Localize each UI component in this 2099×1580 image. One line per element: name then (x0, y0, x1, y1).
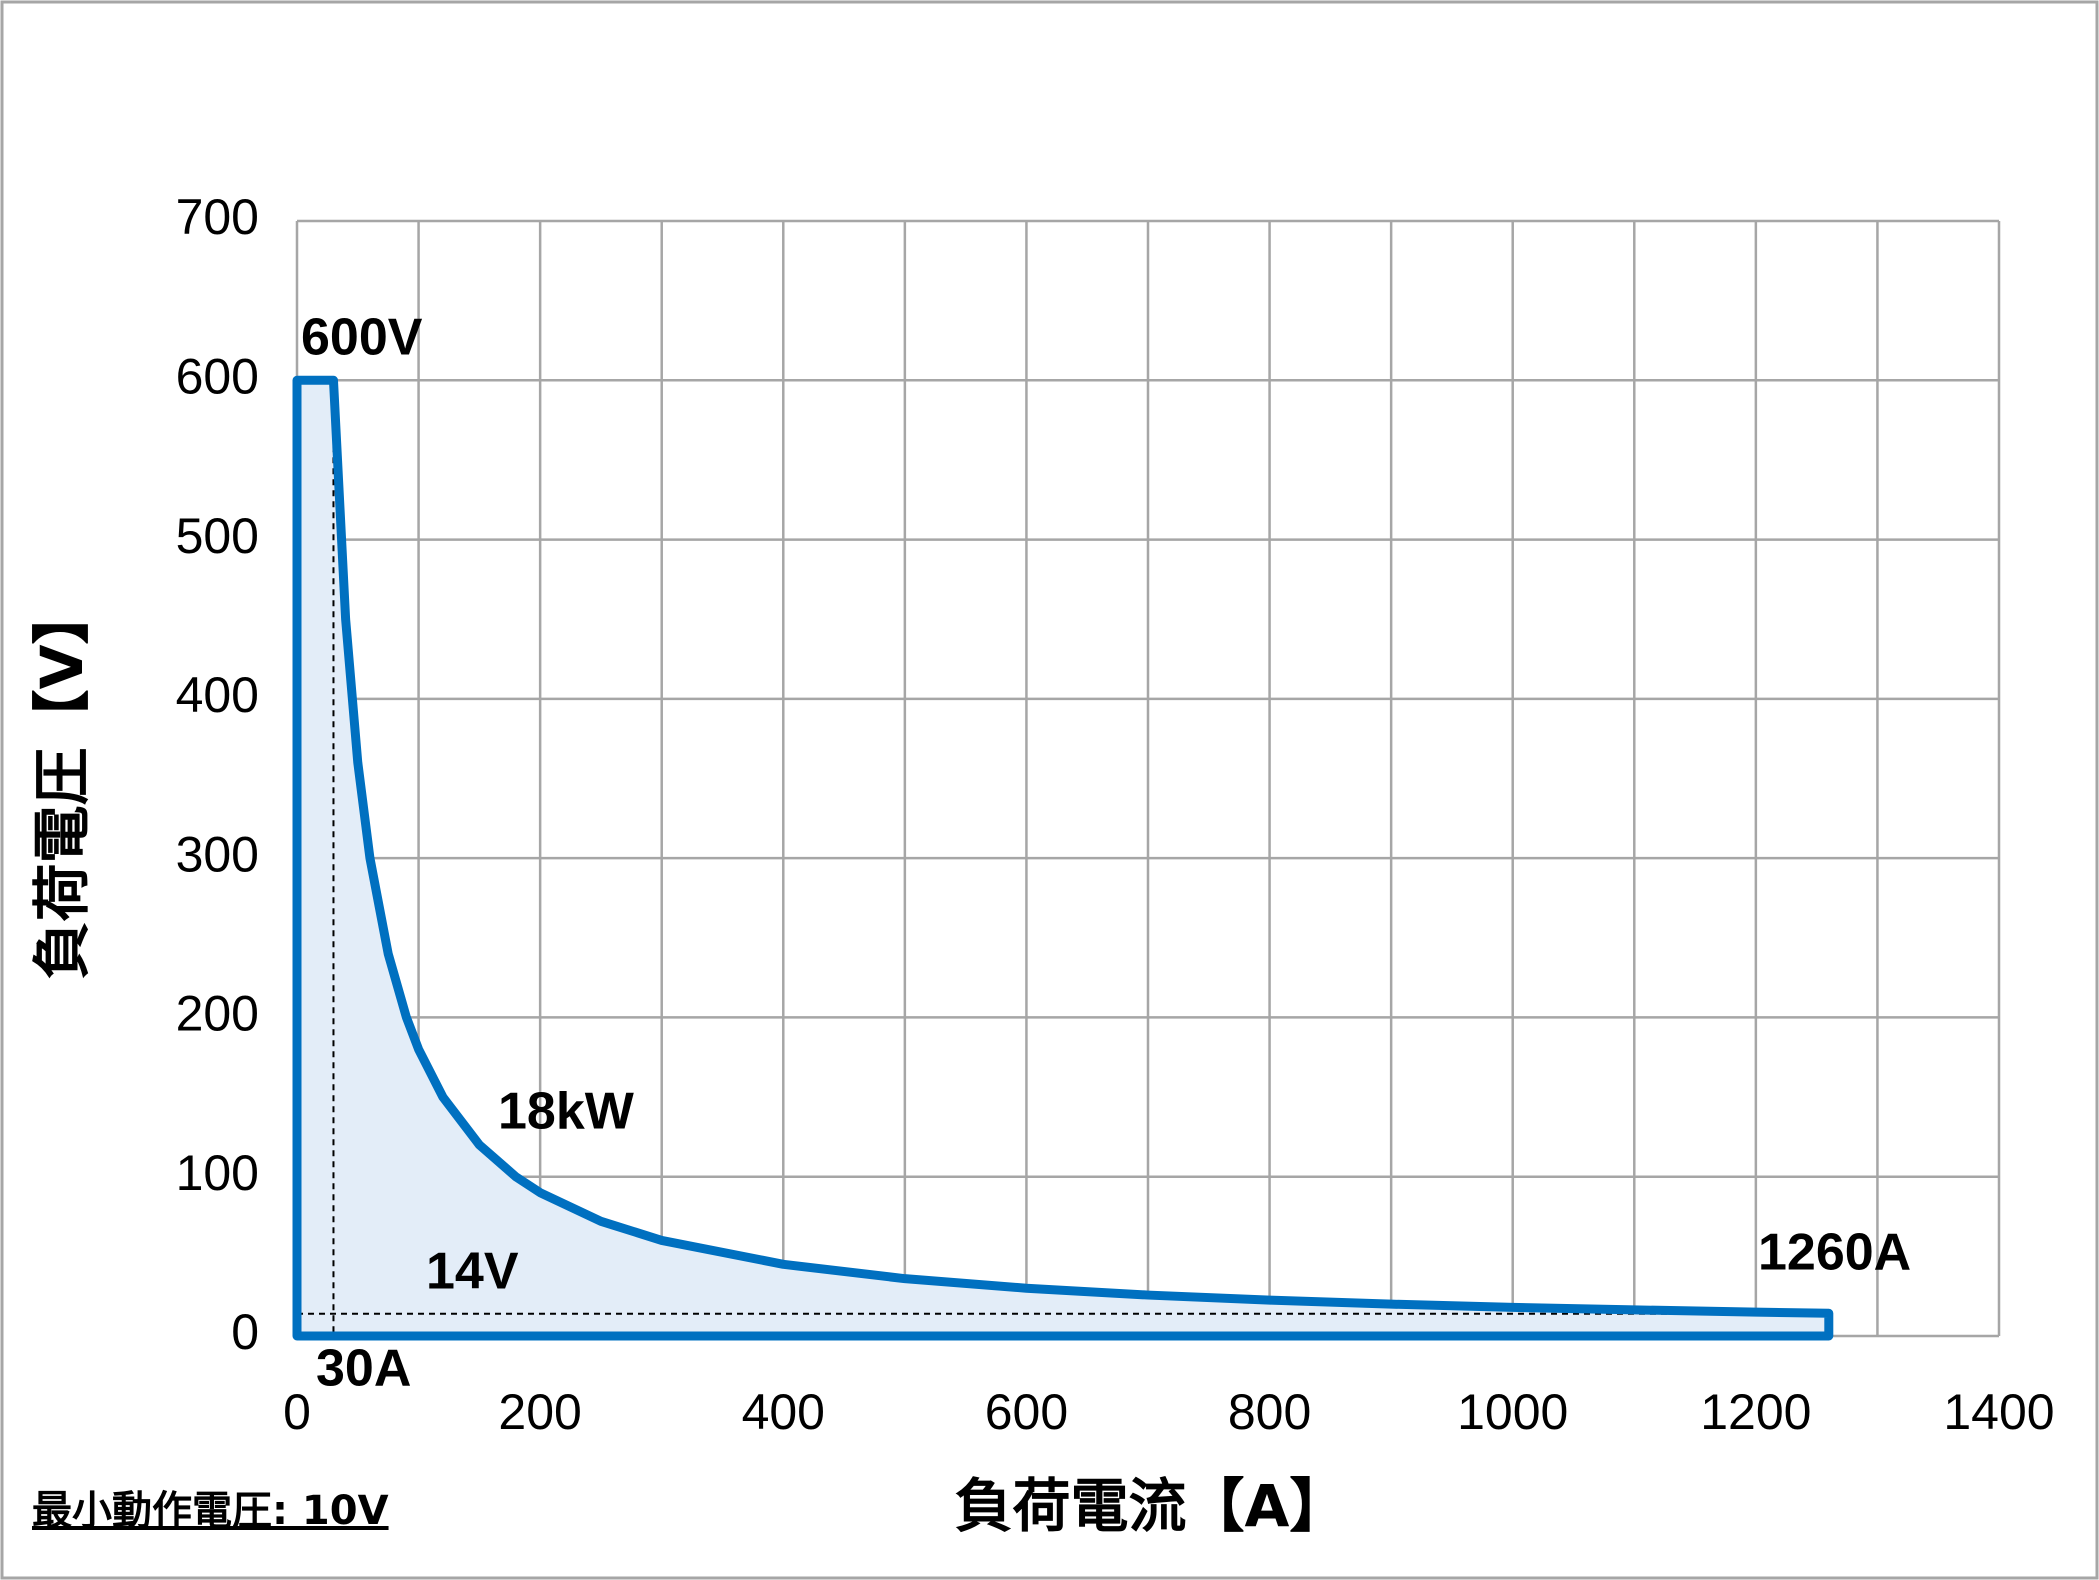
x-axis-title: 負荷電流【A】 (955, 1472, 1348, 1540)
annotation: 30A (316, 1340, 411, 1398)
y-tick-label: 100 (176, 1145, 259, 1201)
x-tick-label: 1200 (1700, 1384, 1811, 1440)
footnote: 最小動作電圧: 10V (32, 1488, 389, 1534)
x-tick-label: 400 (742, 1384, 825, 1440)
operating-boundary (292, 375, 1834, 1341)
y-tick-label: 0 (231, 1304, 259, 1360)
x-tick-label: 0 (283, 1384, 311, 1440)
annotation: 1260A (1758, 1224, 1911, 1282)
area-fill (297, 380, 1829, 1336)
x-tick-label: 600 (985, 1384, 1068, 1440)
annotation: 600V (301, 309, 423, 367)
y-tick-label: 700 (176, 189, 259, 245)
x-tick-label: 1400 (1943, 1384, 2054, 1440)
y-axis-title: 負荷電圧【V】 (28, 587, 96, 980)
y-tick-label: 400 (176, 667, 259, 723)
annotation: 18kW (498, 1083, 635, 1141)
x-tick-label: 800 (1228, 1384, 1311, 1440)
y-tick-label: 200 (176, 986, 259, 1042)
y-tick-label: 500 (176, 508, 259, 564)
y-tick-label: 600 (176, 348, 259, 404)
y-tick-label: 300 (176, 826, 259, 882)
x-tick-label: 1000 (1457, 1384, 1568, 1440)
x-tick-label: 200 (498, 1384, 581, 1440)
annotation: 14V (426, 1243, 519, 1301)
